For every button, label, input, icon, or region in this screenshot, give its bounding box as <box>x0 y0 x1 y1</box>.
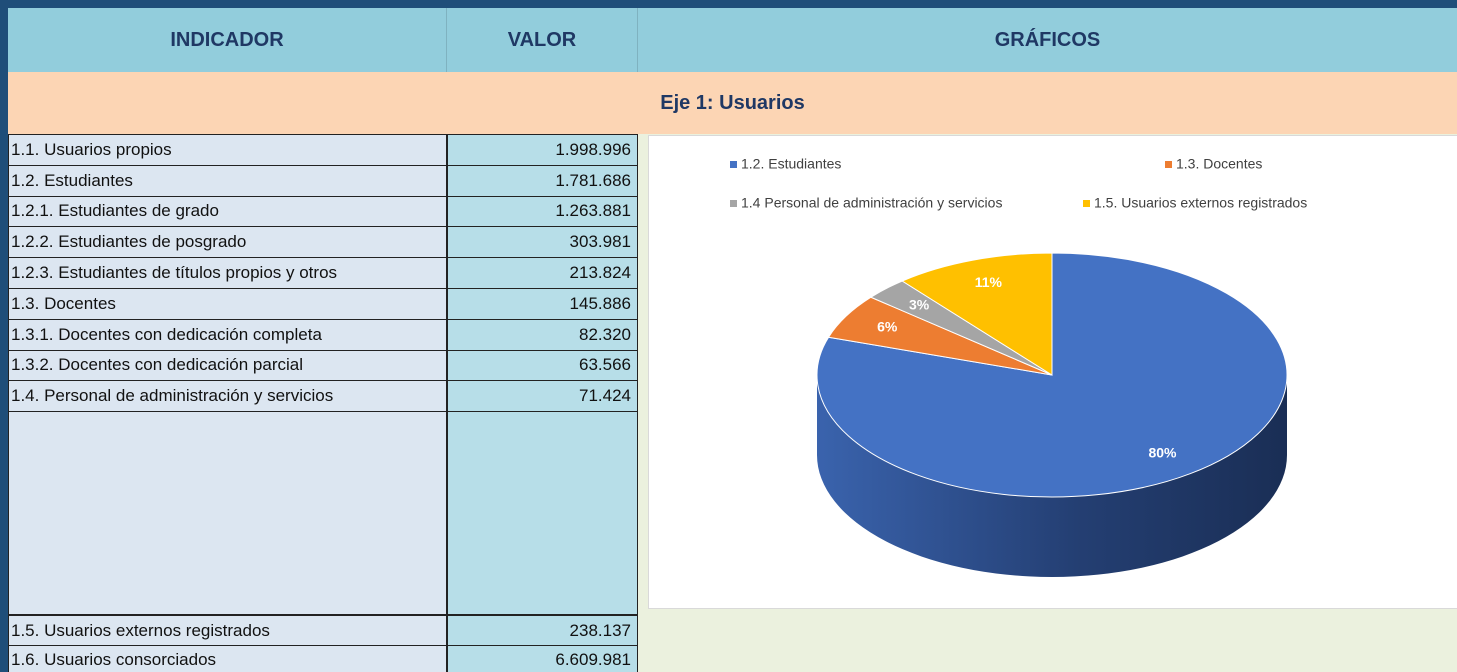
indicator-cell: 1.2.2. Estudiantes de posgrado <box>8 226 447 259</box>
data-label: 11% <box>975 274 1003 290</box>
legend-label: 1.2. Estudiantes <box>741 156 841 172</box>
indicator-cell: 1.3. Docentes <box>8 288 447 320</box>
value-cell: 71.424 <box>447 380 638 413</box>
value-cell: 238.137 <box>447 615 638 646</box>
pie-side <box>817 375 1287 577</box>
section-title: Eje 1: Usuarios <box>8 72 1457 134</box>
indicator-cell: 1.3.2. Docentes con dedicación parcial <box>8 349 447 382</box>
legend-label: 1.3. Docentes <box>1176 156 1262 172</box>
value-cell: 303.981 <box>447 226 638 259</box>
data-label: 6% <box>877 319 898 335</box>
value-cell: 1.263.881 <box>447 195 638 228</box>
chart: 80% 6% 3% 11% 1.2. Estudiantes 1.3. Docentes 1… <box>648 135 1457 609</box>
indicator-cell: 1.1. Usuarios propios <box>8 134 447 166</box>
indicator-cell: 1.2.1. Estudiantes de grado <box>8 195 447 228</box>
legend-swatch <box>730 200 737 207</box>
legend-swatch <box>1165 161 1172 168</box>
indicator-cell: 1.4. Personal de administración y servic… <box>8 380 447 413</box>
blank-cell <box>8 411 447 615</box>
indicator-cell: 1.2.3. Estudiantes de títulos propios y … <box>8 257 447 289</box>
blank-cell <box>447 411 638 615</box>
legend-label: 1.5. Usuarios externos registrados <box>1094 195 1307 211</box>
data-label: 80% <box>1148 445 1177 461</box>
value-cell: 1.998.996 <box>447 134 638 166</box>
header-cell: GRÁFICOS <box>638 8 1457 72</box>
value-cell: 1.781.686 <box>447 164 638 197</box>
value-cell: 213.824 <box>447 257 638 289</box>
pie-slice <box>901 252 1053 376</box>
legend-swatch <box>1083 200 1090 207</box>
data-label: 3% <box>909 297 930 313</box>
legend-swatch <box>730 161 737 168</box>
value-cell: 145.886 <box>447 288 638 320</box>
value-cell: 82.320 <box>447 318 638 351</box>
indicator-cell: 1.3.1. Docentes con dedicación completa <box>8 318 447 351</box>
header-cell: VALOR <box>447 8 638 72</box>
value-cell: 63.566 <box>447 349 638 382</box>
indicator-cell: 1.5. Usuarios externos registrados <box>8 615 447 646</box>
value-cell: 6.609.981 <box>447 645 638 672</box>
header-cell: INDICADOR <box>8 8 447 72</box>
legend-label: 1.4 Personal de administración y servici… <box>741 195 1002 211</box>
indicator-cell: 1.6. Usuarios consorciados <box>8 645 447 672</box>
indicator-cell: 1.2. Estudiantes <box>8 164 447 197</box>
